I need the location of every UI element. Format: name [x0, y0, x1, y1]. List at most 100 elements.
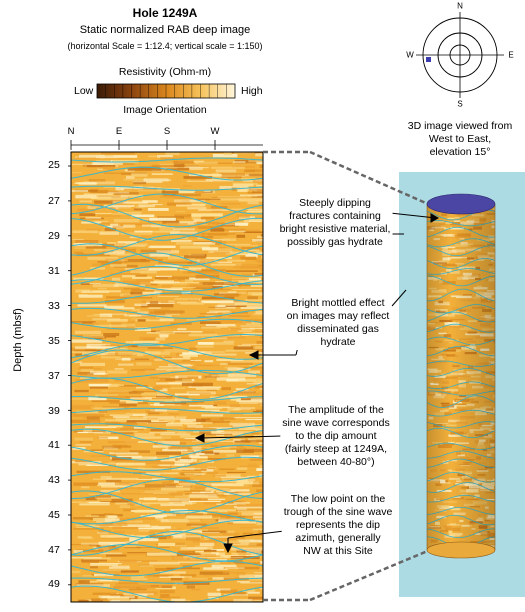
texture-patch: [209, 310, 230, 312]
texture-patch: [215, 474, 241, 478]
texture-patch: [84, 277, 104, 280]
texture-patch: [133, 426, 147, 429]
texture-patch: [160, 503, 185, 507]
texture-patch: [126, 420, 152, 423]
texture-patch: [220, 555, 241, 557]
texture-patch: [146, 514, 177, 517]
texture-patch: [248, 277, 262, 281]
texture-patch: [180, 419, 202, 423]
texture-patch: [81, 486, 90, 489]
texture-patch: [109, 452, 139, 455]
texture-patch: [92, 478, 108, 480]
texture-patch: [95, 155, 118, 159]
texture-patch: [175, 282, 200, 284]
texture-patch: [174, 393, 200, 396]
texture-patch: [137, 486, 146, 490]
texture-patch: [199, 532, 220, 534]
texture-patch: [200, 216, 215, 220]
texture-patch: [184, 279, 194, 283]
texture-patch: [250, 458, 263, 461]
texture-patch: [104, 227, 117, 232]
texture-patch: [112, 525, 141, 529]
texture-patch: [126, 321, 135, 323]
texture-patch: [86, 228, 101, 232]
texture-patch: [78, 294, 103, 298]
texture-patch: [73, 528, 104, 530]
texture-patch: [189, 455, 208, 459]
texture-patch: [210, 549, 225, 551]
texture-patch: [178, 221, 197, 225]
texture-patch: [252, 239, 263, 242]
texture-patch: [157, 167, 190, 171]
texture-patch: [219, 173, 245, 176]
texture-patch: [118, 582, 138, 584]
texture-patch: [255, 429, 263, 432]
texture-patch: [233, 592, 246, 596]
texture-patch: [236, 391, 256, 394]
texture-patch: [159, 195, 186, 198]
texture-patch: [173, 157, 196, 160]
texture-patch: [76, 323, 100, 326]
texture-patch: [149, 217, 176, 221]
texture-patch: [78, 599, 89, 602]
figure-subtitle: Static normalized RAB deep image: [79, 24, 251, 36]
texture-patch: [194, 545, 213, 548]
texture-patch: [164, 439, 197, 441]
texture-patch: [109, 264, 127, 267]
texture-patch: [182, 364, 193, 367]
texture-patch: [155, 337, 166, 341]
annotation-line: The amplitude of the: [288, 404, 384, 416]
texture-patch: [233, 161, 246, 163]
texture-patch: [72, 230, 98, 233]
texture-patch: [200, 498, 225, 500]
texture-patch: [190, 359, 202, 361]
texture-patch: [238, 543, 257, 546]
texture-patch: [220, 589, 238, 593]
texture-patch: [79, 362, 105, 366]
texture-patch: [217, 261, 233, 264]
texture-patch: [220, 515, 230, 519]
texture-patch: [200, 325, 217, 328]
texture-patch: [195, 269, 226, 272]
texture-patch: [188, 299, 200, 301]
texture-patch: [127, 259, 150, 263]
texture-patch: [103, 172, 129, 174]
texture-patch: [213, 450, 242, 453]
texture-patch: [196, 262, 208, 264]
texture-patch: [195, 274, 220, 279]
texture-patch: [173, 542, 185, 546]
sine-wave: [71, 203, 263, 228]
texture-patch: [159, 571, 186, 574]
texture-patch: [100, 596, 129, 600]
texture-patch: [80, 374, 109, 378]
texture-patch: [226, 251, 248, 255]
texture-patch: [151, 465, 172, 470]
texture-patch: [129, 537, 159, 542]
texture-patch: [115, 583, 141, 587]
texture-patch: [141, 472, 160, 476]
texture-patch: [253, 599, 263, 601]
annotation-line: trough of the sine wave: [283, 506, 393, 518]
texture-patch: [118, 223, 152, 226]
texture-patch: [78, 200, 109, 202]
texture-patch: [219, 292, 247, 294]
texture-patch: [238, 552, 251, 556]
texture-patch: [151, 526, 171, 529]
texture-patch: [107, 191, 130, 194]
texture-patch: [90, 563, 118, 566]
texture-patch: [235, 173, 248, 177]
texture-patch: [167, 202, 192, 205]
texture-patch: [88, 179, 106, 182]
texture-patch: [227, 373, 257, 377]
texture-patch: [201, 331, 215, 334]
texture-patch: [237, 580, 250, 583]
texture-patch: [123, 288, 140, 290]
texture-patch: [219, 417, 236, 420]
texture-patch: [90, 563, 122, 565]
texture-patch: [75, 240, 99, 243]
texture-patch: [173, 160, 194, 164]
texture-patch: [235, 388, 249, 391]
texture-patch: [258, 264, 263, 267]
texture-patch: [233, 598, 253, 602]
texture-patch: [127, 552, 161, 554]
